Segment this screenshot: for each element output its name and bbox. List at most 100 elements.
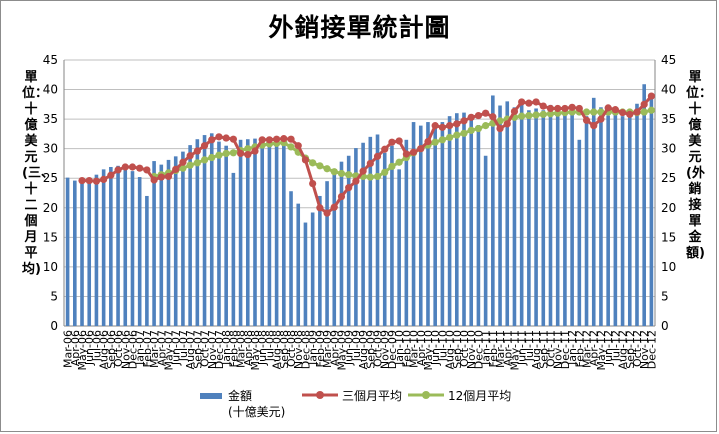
x-tick-label: Aug-11: [530, 330, 543, 369]
bar: [635, 103, 639, 327]
bar: [289, 191, 293, 326]
x-tick-label: Dec-06: [126, 330, 139, 369]
avg12-point: [539, 110, 547, 118]
avg3-point: [92, 177, 101, 185]
avg3-point: [222, 134, 230, 142]
avg3-point: [633, 108, 641, 116]
avg12-point: [431, 138, 439, 146]
x-tick-label: May-08: [249, 330, 262, 371]
x-tick-label: Sep-06: [105, 330, 118, 369]
avg3-point: [236, 149, 245, 157]
avg12-point: [453, 131, 461, 139]
avg12-point: [215, 151, 223, 159]
x-tick-label: Mar-12: [581, 330, 594, 368]
avg3-point: [482, 109, 490, 117]
avg12-point: [640, 108, 648, 116]
bar: [109, 166, 113, 326]
y-tick-label-left: 45: [43, 53, 58, 67]
x-tick-label: Oct-12: [631, 330, 644, 367]
avg3-point: [424, 137, 432, 146]
x-tick-label: Jan-10: [393, 330, 406, 366]
x-tick-label: May-06: [76, 330, 89, 371]
avg3-point: [525, 99, 533, 107]
bar: [390, 145, 394, 326]
bar: [354, 148, 358, 326]
x-tick-label: Jun-10: [429, 330, 442, 366]
x-tick-label: Mar-10: [408, 330, 421, 368]
avg3-point: [186, 152, 194, 160]
bar: [94, 174, 99, 326]
x-tick-label: Apr-09: [328, 330, 341, 366]
x-tick-label: Aug-12: [617, 330, 630, 369]
x-tick-label: Nov-06: [119, 330, 132, 369]
x-tick-label: Nov-12: [638, 330, 651, 369]
avg3-point: [258, 136, 266, 144]
avg3-point: [640, 100, 648, 108]
y-tick-label-left: 40: [43, 83, 58, 97]
avg12-point: [208, 153, 216, 162]
avg3-point: [85, 176, 93, 185]
avg3-point: [503, 120, 511, 128]
bar: [130, 171, 135, 326]
y-axis-label-right: 單位：十億美元(外銷接單金額): [686, 70, 713, 261]
y-tick-label-right: 10: [661, 260, 676, 274]
avg12-point: [366, 173, 374, 181]
y-tick-label-right: 15: [661, 230, 676, 244]
avg3-point: [345, 184, 353, 192]
x-tick-label: Dec-11: [559, 330, 572, 369]
bar: [260, 137, 265, 326]
legend-item-avg12: 12個月平均: [408, 388, 511, 404]
x-tick-label: Oct-09: [372, 330, 385, 367]
x-tick-label: Jul-09: [350, 330, 363, 362]
avg3-point: [590, 122, 598, 130]
avg3-point: [496, 124, 504, 133]
x-tick-label: Feb-08: [227, 330, 240, 367]
bar: [642, 84, 646, 326]
bar: [152, 161, 156, 326]
avg3-point: [647, 92, 655, 100]
bar: [483, 155, 488, 326]
avg3-point: [273, 135, 281, 143]
avg3-point: [409, 148, 418, 156]
x-tick-label: Mar-11: [494, 330, 507, 368]
y-tick-label-right: 30: [661, 142, 676, 156]
bar: [397, 169, 401, 326]
legend-label-amount: 金額: [228, 389, 253, 403]
x-tick-label: Nov-07: [206, 330, 219, 369]
avg3-point: [532, 98, 540, 106]
x-tick-label: Dec-09: [386, 330, 399, 369]
avg3-point: [381, 145, 389, 153]
bar: [166, 159, 171, 326]
avg3-point: [78, 176, 86, 185]
bar: [555, 107, 560, 327]
avg3-point: [417, 145, 425, 153]
avg3-point: [618, 109, 627, 117]
avg3-point: [352, 177, 360, 185]
x-tick-label: Nov-10: [465, 330, 478, 369]
avg3-point: [366, 159, 374, 168]
x-tick-label: May-12: [595, 330, 608, 371]
bar: [188, 145, 192, 326]
bar: [123, 167, 128, 326]
avg12-point: [244, 145, 252, 153]
legend-label-avg12: 12個月平均: [448, 389, 512, 403]
legend-item-amount: 金額 (十億美元): [200, 388, 285, 420]
avg3-point: [294, 142, 302, 150]
legend-swatch-bar: [200, 393, 222, 399]
avg3-point: [128, 163, 137, 171]
avg3-point: [554, 104, 562, 113]
avg12-point: [200, 156, 209, 164]
avg3-point: [561, 104, 569, 113]
avg3-point: [287, 135, 295, 143]
avg3-point: [611, 106, 619, 114]
bar: [346, 155, 351, 326]
avg12-point: [330, 168, 338, 176]
avg12-point: [582, 108, 591, 116]
x-tick-label: Oct-11: [544, 330, 557, 367]
x-tick-label: Dec-10: [472, 330, 485, 369]
avg3-point: [337, 192, 346, 201]
avg3-point: [200, 142, 209, 150]
bar: [231, 172, 236, 326]
avg3-point: [114, 166, 122, 174]
avg12-point: [337, 169, 346, 178]
